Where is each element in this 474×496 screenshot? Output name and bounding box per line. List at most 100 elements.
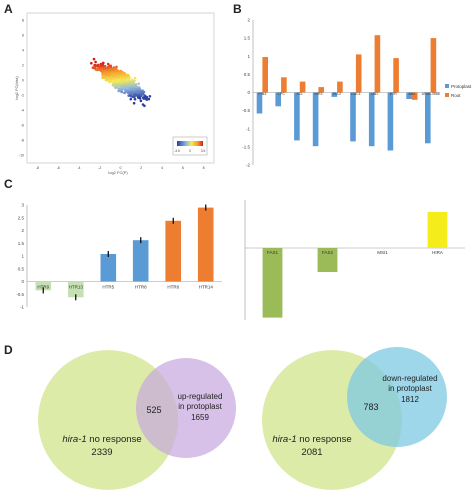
scatter-point: [125, 81, 128, 84]
scatter-point: [115, 76, 118, 80]
scatter-point: [118, 78, 121, 82]
scatter-point: [121, 77, 125, 81]
scatter-point: [105, 67, 109, 70]
scatter-point: [114, 71, 117, 75]
scatter-point: [130, 90, 133, 94]
scatter-point: [104, 70, 108, 73]
scatter-point: [117, 80, 120, 83]
scatter-point: [131, 92, 134, 95]
scatter-point: [122, 85, 126, 88]
scatter-point: [122, 76, 126, 80]
scatter-point: [122, 73, 125, 77]
scatter-point: [122, 79, 126, 82]
scatter-point: [104, 69, 107, 73]
scatter-point: [105, 70, 108, 73]
scatter-point: [121, 81, 124, 85]
scatter-point: [130, 84, 134, 88]
venn-right-set-a-label: hira-1 no response: [272, 434, 351, 445]
category-label: HTR9: [37, 285, 49, 290]
scatter-point: [106, 70, 109, 73]
scatter-point: [117, 82, 121, 86]
y-tick-label: 8: [22, 19, 24, 23]
scatter-point: [115, 70, 119, 73]
scatter-point: [110, 71, 113, 75]
scatter-point: [128, 91, 131, 94]
scatter-point: [127, 83, 131, 87]
scatter-point: [129, 88, 132, 91]
scatter-point: [121, 81, 125, 84]
scatter-point: [100, 64, 104, 67]
scatter-point: [115, 81, 118, 85]
scatter-point: [107, 69, 111, 72]
scatter-point: [122, 82, 125, 86]
scatter-point: [132, 90, 135, 94]
scatter-point: [109, 70, 112, 73]
scatter-point: [123, 85, 126, 89]
scatter-point: [122, 80, 125, 84]
scatter-point: [131, 89, 134, 93]
scatter-point: [126, 78, 129, 81]
scatter-point: [112, 73, 115, 76]
scatter-point: [132, 101, 136, 105]
scatter-point: [125, 79, 128, 82]
scatter-point: [124, 80, 128, 83]
scatter-point: [109, 72, 112, 75]
scatter-point: [122, 83, 126, 87]
scatter-point: [123, 85, 127, 88]
legend-label-protoplast: Protoplast: [451, 84, 472, 89]
scatter-point: [117, 83, 120, 86]
scatter-point: [132, 93, 136, 97]
scatter-point: [116, 81, 119, 84]
scatter-point: [129, 89, 132, 92]
scatter-point: [145, 98, 148, 101]
scatter-point: [116, 79, 119, 83]
scatter-point: [125, 79, 128, 83]
scatter-point: [103, 73, 107, 76]
scatter-point: [130, 80, 134, 83]
scatter-point: [128, 83, 131, 86]
scatter-point: [123, 84, 126, 88]
scatter-point: [131, 85, 135, 89]
scatter-point: [117, 80, 121, 84]
scatter-point: [116, 83, 120, 87]
scatter-point: [121, 80, 124, 83]
scatter-point: [113, 76, 117, 79]
scatter-point: [124, 80, 127, 83]
scatter-point: [125, 81, 128, 85]
scatter-point: [122, 84, 125, 87]
scatter-point: [117, 76, 120, 80]
scatter-point: [119, 76, 122, 80]
scatter-point: [119, 73, 123, 77]
scatter-point: [133, 76, 137, 80]
scatter-point: [107, 65, 110, 69]
scatter-point: [137, 91, 140, 94]
scatter-point: [121, 76, 125, 79]
scatter-point: [126, 88, 129, 91]
scatter-point: [115, 77, 118, 80]
scatter-point: [128, 94, 132, 97]
scatter-point: [117, 81, 120, 84]
scatter-point: [105, 72, 109, 75]
scatter-point: [114, 85, 117, 89]
scatter-point: [117, 85, 120, 88]
scatter-point: [117, 79, 120, 83]
scatter-point: [116, 76, 120, 80]
y-tick-label: 0: [21, 279, 24, 284]
scatter-point: [100, 67, 103, 70]
scatter-point: [124, 86, 127, 90]
scatter-point: [113, 77, 116, 81]
scatter-point: [112, 70, 115, 73]
scatter-point: [121, 76, 124, 80]
scatter-point: [129, 87, 132, 91]
scatter-point: [122, 86, 126, 89]
scatter-point: [117, 76, 120, 79]
scatter-point: [117, 89, 120, 93]
bar-root-lbd: [374, 35, 381, 93]
scatter-point: [140, 92, 144, 95]
scatter-point: [110, 70, 113, 74]
scatter-point: [120, 85, 124, 88]
scatter-point: [108, 72, 111, 76]
venn-right-set-a-count: 2081: [301, 447, 322, 458]
scatter-point: [93, 67, 97, 70]
